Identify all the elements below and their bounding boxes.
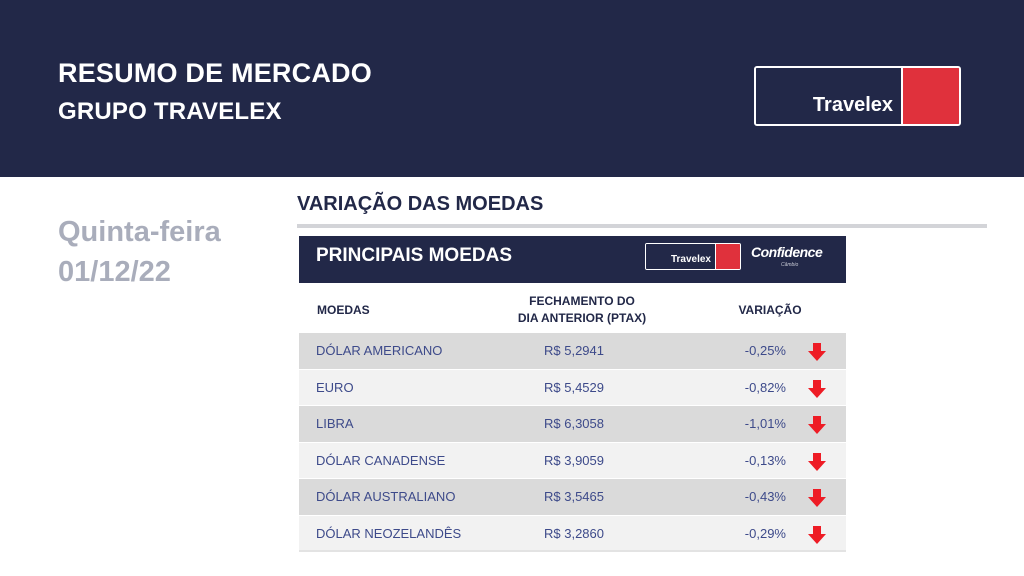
logo-navy-block: Travelex (646, 244, 715, 269)
close-value: R$ 3,9059 (544, 452, 604, 468)
change-value: -0,13% (744, 452, 786, 468)
panel-header: PRINCIPAIS MOEDAS Travelex Confidence Câ… (299, 236, 846, 283)
section-divider (297, 224, 987, 228)
logo-red-block (715, 244, 740, 269)
arrow-down-icon (808, 416, 826, 434)
close-value: R$ 3,2860 (544, 525, 604, 541)
change-value: -0,25% (744, 343, 786, 358)
table-row: EURO R$ 5,4529 -0,82% (299, 369, 846, 406)
close-value: R$ 6,3058 (544, 416, 604, 431)
table-row: DÓLAR CANADENSE R$ 3,9059 -0,13% (299, 442, 846, 479)
report-title: RESUMO DE MERCADO (58, 58, 372, 88)
currency-name: LIBRA (316, 416, 354, 431)
change-value: -0,43% (744, 489, 786, 504)
travelex-logo: Travelex (754, 66, 961, 126)
change-value: -1,01% (744, 416, 786, 431)
logo-text: Travelex (812, 94, 893, 116)
table-row: LIBRA R$ 6,3058 -1,01% (299, 406, 846, 443)
column-header-close-line1: FECHAMENTO DO (529, 294, 635, 308)
logo-navy-block: Travelex (756, 68, 901, 124)
arrow-down-icon (808, 525, 826, 544)
close-value: R$ 5,2941 (544, 343, 604, 358)
table-row: DÓLAR AMERICANO R$ 5,2941 -0,25% (299, 333, 846, 370)
change-value: -0,82% (744, 379, 786, 395)
column-header-change: VARIAÇÃO (738, 303, 802, 317)
table-row: DÓLAR AUSTRALIANO R$ 3,5465 -0,43% (299, 479, 846, 516)
table-row: DÓLAR NEOZELANDÊS R$ 3,2860 -0,29% (299, 515, 846, 552)
currency-name: EURO (316, 379, 354, 395)
currency-name: DÓLAR AMERICANO (316, 343, 443, 358)
column-header-close-line2: DIA ANTERIOR (PTAX) (517, 311, 647, 325)
report-weekday: Quinta-feira (58, 216, 221, 248)
logo-text: Travelex (670, 254, 711, 265)
logo-red-block (901, 68, 959, 124)
column-header-currency: MOEDAS (317, 303, 370, 317)
currency-name: DÓLAR NEOZELANDÊS (316, 525, 462, 541)
close-value: R$ 5,4529 (544, 379, 604, 395)
currency-name: DÓLAR CANADENSE (316, 452, 446, 468)
currency-table: DÓLAR AMERICANO R$ 5,2941 -0,25% EURO R$… (299, 333, 846, 552)
report-subtitle: GRUPO TRAVELEX (58, 98, 282, 125)
section-title: VARIAÇÃO DAS MOEDAS (297, 193, 544, 215)
travelex-logo-small: Travelex (645, 243, 741, 270)
arrow-down-icon (808, 379, 826, 398)
arrow-down-icon (808, 343, 826, 361)
change-value: -0,29% (744, 525, 786, 541)
partner-logo-subtitle: Câmbio (781, 262, 799, 268)
currency-name: DÓLAR AUSTRALIANO (316, 489, 456, 504)
arrow-down-icon (808, 489, 826, 507)
close-value: R$ 3,5465 (544, 489, 604, 504)
arrow-down-icon (808, 452, 826, 471)
column-header-close: FECHAMENTO DO DIA ANTERIOR (PTAX) (482, 293, 682, 327)
partner-logo: Confidence (751, 244, 823, 260)
panel-title: PRINCIPAIS MOEDAS (316, 245, 513, 266)
report-date: 01/12/22 (58, 256, 171, 288)
header-banner: RESUMO DE MERCADO GRUPO TRAVELEX Travele… (0, 0, 1024, 177)
